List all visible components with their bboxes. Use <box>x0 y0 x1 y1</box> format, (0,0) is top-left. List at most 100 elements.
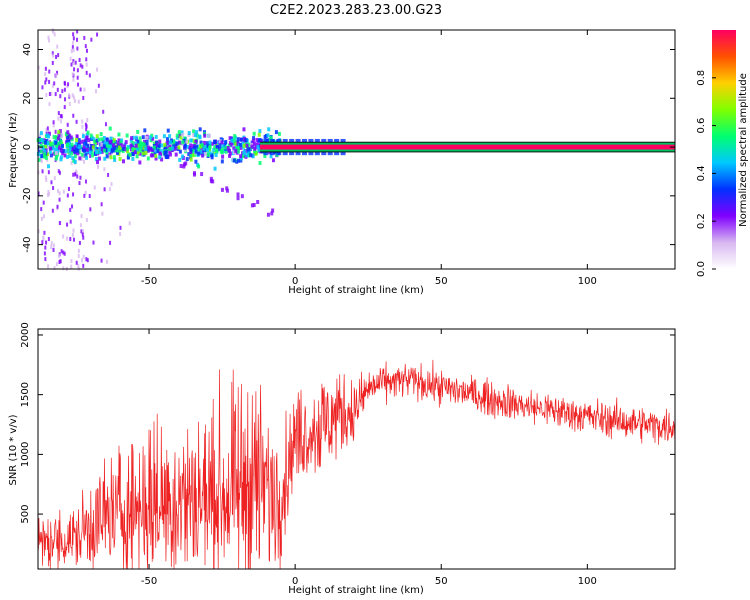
spectrogram-cell <box>192 133 196 138</box>
spectrogram-cell <box>105 144 109 149</box>
spectrogram-cell <box>144 146 148 151</box>
spectrogram-cell <box>242 151 246 156</box>
spectrogram-cell <box>204 152 208 157</box>
spectrogram-cell <box>62 266 65 271</box>
spectrogram-cell <box>76 68 79 73</box>
spectrogram-cell <box>79 87 82 92</box>
spectrogram-cell <box>154 140 158 145</box>
spectrogram-cell <box>165 141 169 146</box>
spectrogram-cell <box>108 126 112 131</box>
spectrogram-x-tick-label: 0 <box>292 276 298 287</box>
spectrogram-cell <box>202 146 206 151</box>
spectrogram-cell <box>133 150 137 155</box>
spectrogram-cell <box>175 135 179 140</box>
spectrogram-cell <box>103 167 106 172</box>
spectrogram-cell <box>89 133 93 138</box>
spectrogram-cell <box>57 53 60 58</box>
spectrogram-cell <box>51 145 55 150</box>
spectrogram-cell <box>216 140 220 145</box>
spectrogram-cell <box>243 136 247 141</box>
spectrogram-cell <box>107 172 110 177</box>
spectrogram-cell <box>192 172 196 177</box>
spectrogram-cell <box>58 253 61 258</box>
spectrogram-cell <box>52 247 55 252</box>
spectrogram-cell <box>225 186 229 191</box>
spectrogram-cell <box>100 258 103 263</box>
spectrogram-cell <box>211 179 215 184</box>
spectrogram-cell <box>57 169 60 174</box>
spectrogram-cell <box>60 249 63 254</box>
spectrogram-cell <box>187 152 191 157</box>
spectrogram-cell <box>99 132 103 137</box>
spectrogram-cell <box>55 143 59 148</box>
spectrogram-cell <box>239 154 243 159</box>
spectrogram-cell <box>59 119 62 124</box>
spectrogram-cell <box>44 72 47 77</box>
spectrogram-cell <box>163 145 167 150</box>
spectrogram-cell <box>71 40 74 45</box>
spectrogram-cell <box>71 232 74 237</box>
spectrogram-cell <box>165 154 169 159</box>
spectrogram-cell <box>198 135 202 140</box>
spectrogram-cell <box>59 94 62 99</box>
spectrogram-ylabel: Frequency (Hz) <box>8 112 19 188</box>
spectrogram-cell <box>44 175 47 180</box>
spectrogram-cell <box>52 123 55 128</box>
spectrogram-cell <box>200 172 204 177</box>
spectrogram-cell <box>85 132 89 137</box>
spectrogram-cell <box>69 56 72 61</box>
spectrogram-cell <box>89 141 92 146</box>
spectrogram-cell <box>72 77 75 82</box>
snr-x-tick-label: -50 <box>141 576 157 587</box>
spectrogram-cell <box>136 150 140 155</box>
spectrogram-cell <box>177 140 181 145</box>
spectrogram-cell <box>233 138 237 143</box>
spectrogram-cell <box>37 157 41 162</box>
spectrogram-cell <box>74 147 78 152</box>
spectrogram-cell <box>57 130 61 135</box>
spectrogram-cell <box>84 179 87 184</box>
spectrogram-cell <box>44 245 47 250</box>
spectrogram-cell <box>76 151 80 156</box>
spectrogram-cell <box>134 135 138 140</box>
spectrogram-x-tick-label: 50 <box>435 276 448 287</box>
spectrogram-cell <box>66 134 70 139</box>
spectrogram-cell <box>80 229 83 234</box>
spectrogram-cell <box>121 146 125 151</box>
spectrogram-cell <box>98 150 102 155</box>
spectrogram-cell <box>85 70 88 75</box>
spectrogram-cell <box>93 152 97 157</box>
spectrogram-cell <box>98 146 102 151</box>
spectrogram-cell <box>112 155 116 160</box>
spectrogram-cell <box>80 139 83 144</box>
spectrogram-cell <box>198 144 202 149</box>
spectrogram-cell <box>334 138 340 143</box>
spectrogram-cell <box>253 149 257 154</box>
spectrogram-cell <box>119 143 123 148</box>
spectrogram-cell <box>118 156 122 161</box>
spectrogram-cell <box>76 46 79 51</box>
spectrogram-cell <box>224 145 228 150</box>
spectrogram-cell <box>258 129 262 134</box>
spectrogram-cell <box>131 141 135 146</box>
spectrogram-cell <box>282 151 288 156</box>
spectrogram-cell <box>42 235 45 240</box>
snr-ylabel: SNR (10 * v/v) <box>8 414 19 485</box>
spectrogram-cell <box>105 151 109 156</box>
spectrogram-cell <box>66 193 69 198</box>
spectrogram-cell <box>220 147 224 152</box>
snr-series-line <box>37 359 676 570</box>
spectrogram-cell <box>257 148 261 153</box>
spectrogram-cell <box>221 154 225 159</box>
spectrogram-cell <box>179 164 183 169</box>
spectrogram-cell <box>271 208 275 213</box>
spectrogram-cell <box>40 216 43 221</box>
spectrogram-cell <box>117 132 121 137</box>
spectrogram-cell <box>54 129 57 134</box>
spectrogram-cell <box>334 151 340 156</box>
spectrogram-cell <box>66 146 70 151</box>
spectrogram-cell <box>42 200 45 205</box>
spectrogram-cell <box>59 147 63 152</box>
snr-y-tick-label: 1500 <box>20 382 31 407</box>
